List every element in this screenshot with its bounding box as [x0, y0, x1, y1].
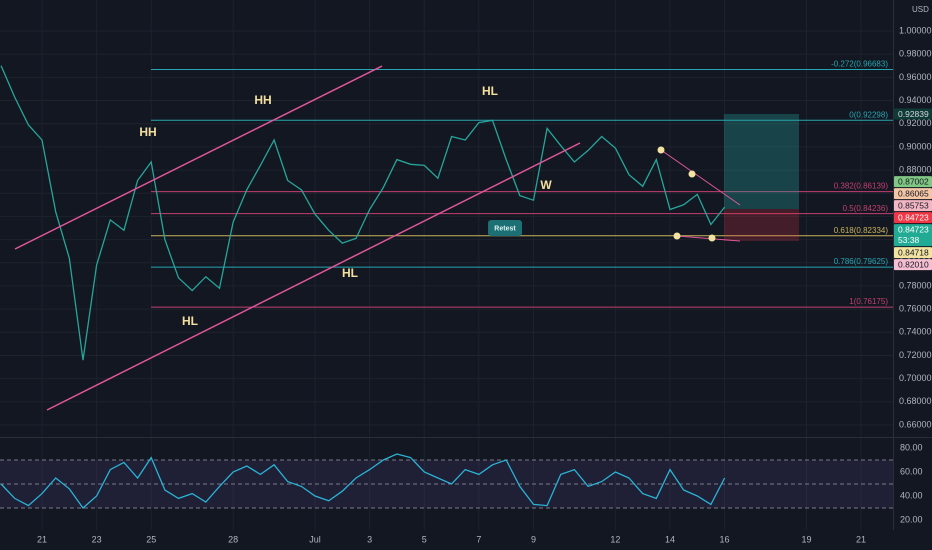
pivot-dot [657, 146, 665, 154]
price-tag [894, 176, 932, 188]
x-tick-label: 21 [856, 534, 866, 544]
y-tick-label: 0.72000 [899, 350, 932, 360]
fib-label: -0.272(0.96683) [831, 60, 888, 69]
fib-label: 0(0.92298) [849, 110, 888, 119]
x-tick-label: 3 [367, 534, 372, 544]
price-tag [894, 259, 932, 271]
x-tick-label: Jul [309, 534, 321, 544]
y-tick-label: 60.00 [900, 466, 923, 476]
price-tag [894, 212, 932, 224]
x-tick-label: 16 [720, 534, 730, 544]
target-zone [724, 114, 799, 209]
annotation: HL [182, 314, 198, 328]
annotation: HL [482, 84, 498, 98]
drawings [14, 65, 741, 411]
channel-line [14, 65, 383, 250]
price-tag-label: 0.86065 [898, 188, 929, 198]
currency: USD [912, 5, 929, 14]
fib-label: 1(0.76175) [849, 297, 888, 306]
plot [0, 65, 726, 509]
x-tick-label: 25 [146, 534, 156, 544]
price-tag-label: 0.82010 [898, 259, 929, 269]
trend-line [676, 235, 741, 242]
y-tick-label: 20.00 [900, 514, 923, 524]
fib-label: 0.618(0.82334) [834, 226, 889, 235]
y-tick-label: 0.74000 [899, 327, 932, 337]
y-tick-label: 0.90000 [899, 141, 932, 151]
annotation: HH [254, 93, 271, 107]
x-tick-label: 12 [610, 534, 620, 544]
price-tags: 0.92839 0.87002 0.86065 0.85753 0.84723 0.847… [894, 108, 932, 271]
series-line [0, 453, 726, 509]
fib-levels: -0.272(0.96683) 0(0.92298) 0.382(0.86139) 0… [151, 60, 893, 308]
price-tag-label: 0.84718 [898, 247, 929, 257]
x-tick-label: 19 [801, 534, 811, 544]
y-tick-label: 0.92000 [899, 118, 932, 128]
y-tick-label: 0.76000 [899, 303, 932, 313]
stop-zone [724, 209, 799, 241]
price-tag [894, 247, 932, 259]
x-tick-label: 14 [665, 534, 675, 544]
annotation-box [488, 220, 522, 236]
y-tick-label: 0.78000 [899, 280, 932, 290]
pivot-dots [657, 146, 716, 242]
y-tick-label: 80.00 [900, 442, 923, 452]
pivot-dot [708, 234, 716, 242]
trend-line [660, 149, 741, 206]
fib-label: 0.382(0.86139) [834, 182, 889, 191]
price-tag [894, 224, 932, 247]
channel-line [46, 142, 581, 411]
annotation: HH [139, 125, 156, 139]
annotation: Retest [494, 225, 516, 232]
price-tag-label: 0.84723 [898, 224, 929, 234]
y-tick-label: 0.68000 [899, 396, 932, 406]
y-tick-label: 40.00 [900, 490, 923, 500]
y-tick-label: 0.88000 [899, 164, 932, 174]
countdown: 53:38 [898, 235, 920, 245]
price-tag-label: 0.85753 [898, 200, 929, 210]
annotation: W [540, 178, 552, 192]
position-box [724, 114, 799, 241]
price-tag-label: 0.87002 [898, 176, 929, 186]
price-tag [894, 188, 932, 200]
price-tag [894, 200, 932, 212]
y-tick-label: 0.66000 [899, 419, 932, 429]
series-line [0, 65, 726, 361]
price-tag-label: 0.92839 [898, 109, 929, 119]
annotation: HL [342, 266, 358, 280]
fib-label: 0.5(0.84236) [843, 204, 889, 213]
y-tick-label: 0.94000 [899, 95, 932, 105]
x-tick-label: 23 [92, 534, 102, 544]
pivot-dot [673, 232, 681, 240]
y-tick-label: 1.00000 [899, 25, 932, 35]
x-tick-label: 28 [228, 534, 238, 544]
y-tick-label: 0.96000 [899, 72, 932, 82]
x-tick-label: 5 [422, 534, 427, 544]
x-tick-label: 21 [37, 534, 47, 544]
price-tag [894, 108, 932, 120]
x-tick-label: 9 [531, 534, 536, 544]
pivot-dot [688, 170, 696, 178]
fib-label: 0.786(0.79625) [834, 257, 889, 266]
y-tick-label: 0.98000 [899, 49, 932, 59]
y-tick-label: 0.70000 [899, 373, 932, 383]
x-tick-label: 7 [476, 534, 481, 544]
price-tag-label: 0.84723 [898, 212, 929, 222]
